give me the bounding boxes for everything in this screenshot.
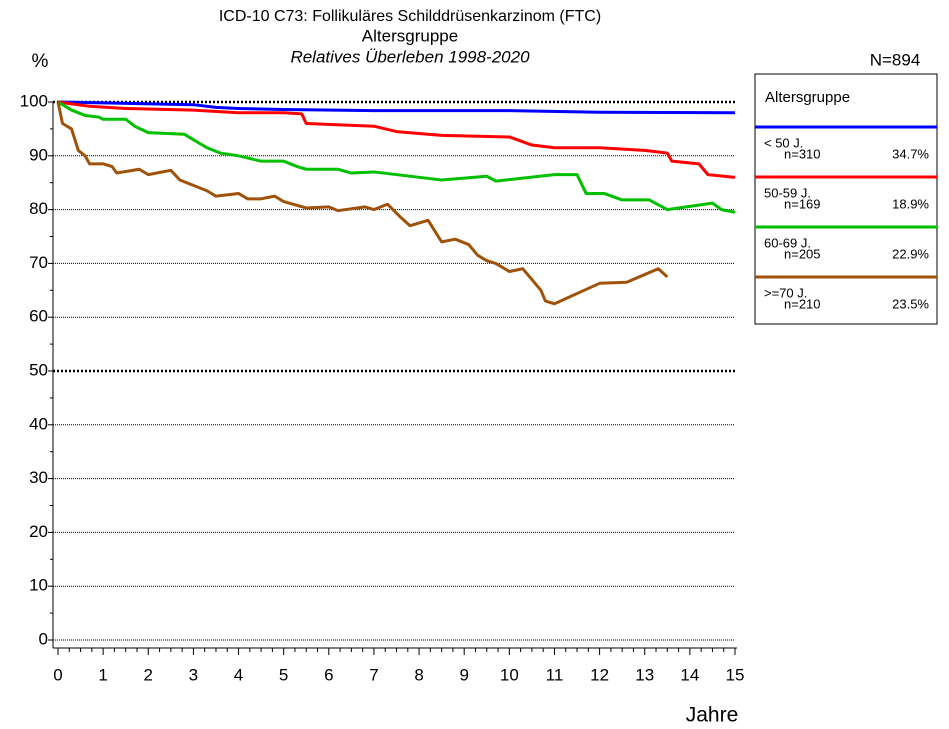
survival-line [56,101,669,306]
legend-count: n=205 [784,246,821,261]
y-tick-label: 70 [29,253,48,272]
y-tick-label: 100 [20,91,48,110]
total-count: N=894 [870,50,921,69]
y-tick-label: 40 [29,414,48,433]
survival-line [57,100,736,214]
y-tick-label: 20 [29,522,48,541]
chart-title: ICD-10 C73: Follikuläres Schilddrüsenkar… [219,8,601,25]
x-tick-label: 6 [324,665,333,684]
chart-subtitle: Relatives Überleben 1998-2020 [290,47,530,66]
legend-share: 18.9% [892,196,929,211]
x-tick-label: 11 [546,665,564,684]
survival-line [57,100,736,115]
y-tick-label: 80 [29,199,48,218]
y-tick-label: 0 [39,629,48,648]
y-tick-label: 50 [29,360,48,379]
x-tick-label: 2 [144,665,153,684]
x-tick-label: 8 [414,665,423,684]
y-tick-label: 30 [29,468,48,487]
x-tick-label: 0 [53,665,62,684]
chart-subtitle: Altersgruppe [362,26,458,45]
x-tick-label: 10 [500,665,519,684]
x-tick-label: 15 [726,665,745,684]
legend-share: 34.7% [892,146,929,161]
legend-label: >=70 J. [764,285,807,300]
legend-share: 22.9% [892,246,929,261]
survival-line [57,100,736,179]
y-tick-label: 60 [29,307,48,326]
legend-label: 50-59 J. [764,185,811,200]
x-tick-label: 7 [369,665,378,684]
y-tick-label: 90 [29,145,48,164]
legend-label: 60-69 J. [764,235,811,250]
y-tick-label: 10 [29,576,48,595]
legend-count: n=310 [784,146,821,161]
x-tick-label: 12 [590,665,609,684]
legend-count: n=169 [784,196,821,211]
x-axis-label: Jahre [686,704,739,727]
x-tick-label: 1 [98,665,107,684]
x-tick-label: 13 [635,665,654,684]
legend-box [754,73,938,325]
legend-label: < 50 J. [764,135,803,150]
x-tick-label: 14 [680,665,699,684]
legend-count: n=210 [784,296,821,311]
x-tick-label: 4 [234,665,243,684]
x-tick-label: 5 [279,665,288,684]
legend-title: Altersgruppe [765,89,850,106]
x-tick-label: 3 [189,665,198,684]
y-axis-label: % [32,51,49,72]
legend-share: 23.5% [892,296,929,311]
x-tick-label: 9 [459,665,468,684]
